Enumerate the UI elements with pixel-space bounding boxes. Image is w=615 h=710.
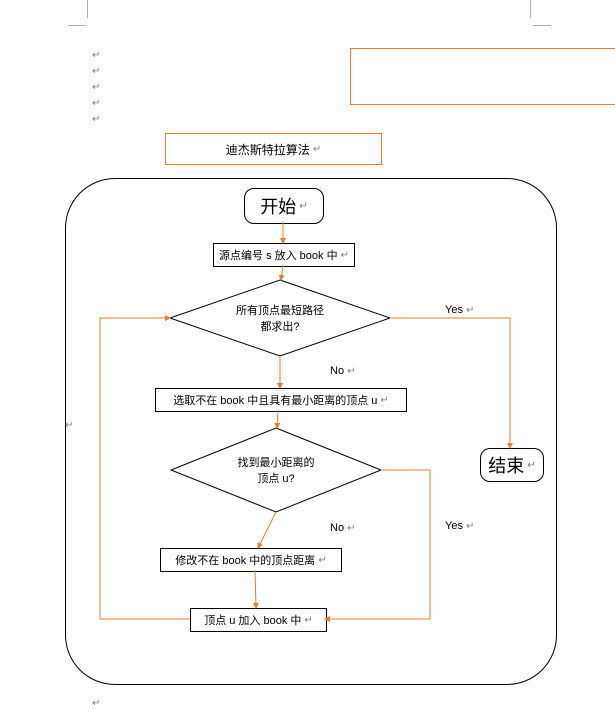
title-label: 迪杰斯特拉算法 [226,141,310,158]
end-label: 结束 [488,452,524,478]
para-mark: ↵ [347,366,355,377]
yes-label-2: Yes↵ [445,520,474,532]
crop-mark-tr-v [530,0,531,18]
orange-deco-box [350,48,615,105]
para-mark: ↵ [466,521,474,532]
title-box: 迪杰斯特拉算法↵ [165,133,382,165]
para-mark: ↵ [313,144,321,155]
no-label-2: No↵ [330,522,355,534]
step-select-u: 选取不在 book 中且具有最小距离的顶点 u↵ [155,388,407,412]
para-mark: ↵ [65,420,73,431]
para-mark: ↵ [299,201,307,212]
end-node: 结束↵ [480,448,544,482]
step-modify-label: 修改不在 book 中的顶点距离 [175,552,315,568]
para-mark: ↵ [92,66,100,77]
crop-mark-tl-h [68,25,86,26]
para-mark: ↵ [347,523,355,534]
crop-mark-tl-v [87,0,88,18]
no-label-1: No↵ [330,365,355,377]
para-mark: ↵ [92,50,100,61]
start-label: 开始 [260,193,296,219]
para-mark: ↵ [318,555,326,566]
para-mark: ↵ [92,98,100,109]
no-text: No [330,365,344,377]
para-mark: ↵ [92,114,100,125]
para-mark: ↵ [92,698,100,709]
step-add-u: 顶点 u 加入 book 中↵ [190,608,327,632]
yes-label-1: Yes↵ [445,304,474,316]
crop-mark-tr-h [533,25,551,26]
start-node: 开始↵ [244,188,324,224]
no-text: No [330,522,344,534]
para-mark: ↵ [341,250,349,261]
para-mark: ↵ [527,460,535,471]
yes-text: Yes [445,304,463,316]
step-source: 源点编号 s 放入 book 中↵ [213,243,355,267]
para-mark: ↵ [380,395,388,406]
para-mark: ↵ [92,82,100,93]
step-source-label: 源点编号 s 放入 book 中 [219,247,338,263]
para-mark: ↵ [304,615,312,626]
step-add-label: 顶点 u 加入 book 中 [204,612,301,628]
step-modify: 修改不在 book 中的顶点距离↵ [160,548,342,572]
yes-text: Yes [445,520,463,532]
para-mark: ↵ [466,305,474,316]
step-select-label: 选取不在 book 中且具有最小距离的顶点 u [173,392,377,408]
